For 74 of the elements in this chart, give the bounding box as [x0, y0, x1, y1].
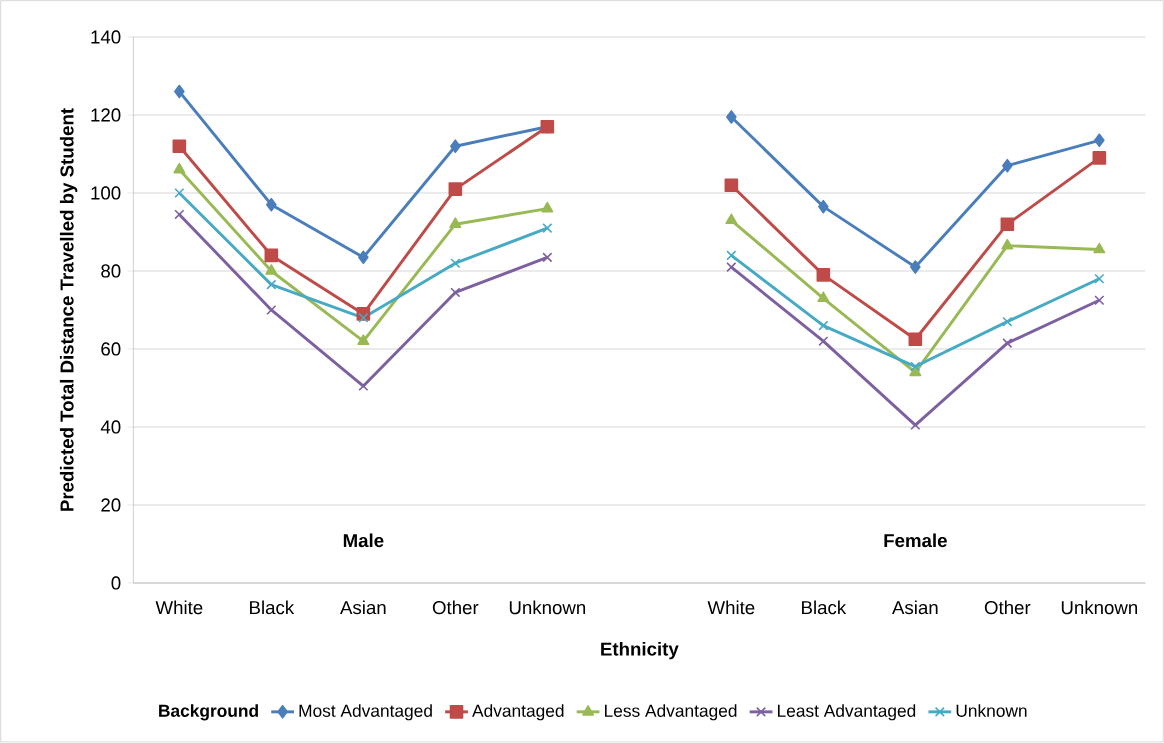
point — [357, 334, 370, 346]
point — [726, 262, 737, 273]
point — [818, 200, 829, 214]
point — [726, 250, 737, 261]
point — [358, 381, 369, 392]
point — [172, 139, 187, 154]
y-tick-label: 0 — [111, 576, 121, 590]
point — [1094, 133, 1105, 148]
point — [910, 361, 921, 372]
x-tick-label: Black — [250, 600, 295, 615]
legend-label: Unknown — [956, 704, 1027, 718]
point — [264, 248, 279, 263]
y-tick-label: 140 — [91, 30, 121, 44]
y-tick-label: 40 — [100, 420, 121, 434]
point — [910, 420, 921, 431]
point — [174, 84, 185, 99]
x-tick-label: Other — [432, 600, 479, 615]
y-axis-title: Predicted Total Distance Travelled by Student — [59, 108, 78, 512]
point — [174, 188, 185, 199]
point — [1002, 316, 1013, 327]
point — [449, 217, 462, 229]
point — [1000, 217, 1015, 232]
point — [1092, 151, 1107, 165]
point — [450, 139, 461, 154]
y-tick-label: 60 — [101, 342, 121, 356]
legend-label: Less Advantaged — [605, 704, 737, 721]
point — [818, 336, 829, 347]
point — [1002, 338, 1013, 349]
legend-title: Background — [159, 704, 258, 721]
point — [817, 291, 830, 303]
point — [908, 332, 923, 347]
point — [173, 162, 186, 174]
point — [1094, 295, 1105, 306]
y-tick-label: 100 — [91, 186, 121, 200]
point — [542, 252, 553, 263]
x-tick-label: White — [155, 600, 203, 615]
point — [266, 198, 277, 212]
point — [725, 213, 738, 225]
point — [816, 268, 831, 282]
y-tick-label: 120 — [91, 108, 121, 122]
point — [1002, 159, 1013, 173]
legend-label: Advantaged — [472, 704, 564, 721]
x-tick-label: Unknown — [1061, 600, 1138, 615]
point — [448, 182, 463, 197]
annotation: Female — [884, 533, 947, 548]
x-axis-title: Ethnicity — [601, 642, 679, 660]
x-tick-label: Other — [984, 600, 1031, 615]
point — [265, 264, 278, 275]
x-tick-label: Unknown — [509, 600, 586, 615]
point — [450, 258, 461, 269]
point — [450, 287, 461, 298]
point — [358, 250, 369, 265]
x-tick-label: Asian — [340, 600, 386, 615]
annotation: Male — [343, 533, 384, 548]
point — [1001, 239, 1014, 250]
point — [266, 305, 277, 316]
x-tick-label: White — [707, 600, 755, 615]
point — [542, 223, 553, 234]
y-tick-label: 80 — [101, 264, 121, 278]
point — [358, 312, 369, 324]
point — [541, 201, 554, 213]
x-tick-label: Asian — [892, 600, 938, 615]
x-tick-label: Black — [802, 600, 847, 615]
point — [1094, 273, 1105, 285]
point — [910, 260, 921, 275]
legend-label: Least Advantaged — [777, 704, 916, 721]
y-tick-label: 20 — [101, 498, 121, 512]
point — [818, 320, 829, 331]
point — [1093, 242, 1106, 254]
point — [266, 279, 277, 290]
point — [174, 209, 185, 220]
point — [726, 110, 737, 124]
legend-label: Most Advantaged — [299, 704, 432, 721]
point — [724, 178, 739, 193]
